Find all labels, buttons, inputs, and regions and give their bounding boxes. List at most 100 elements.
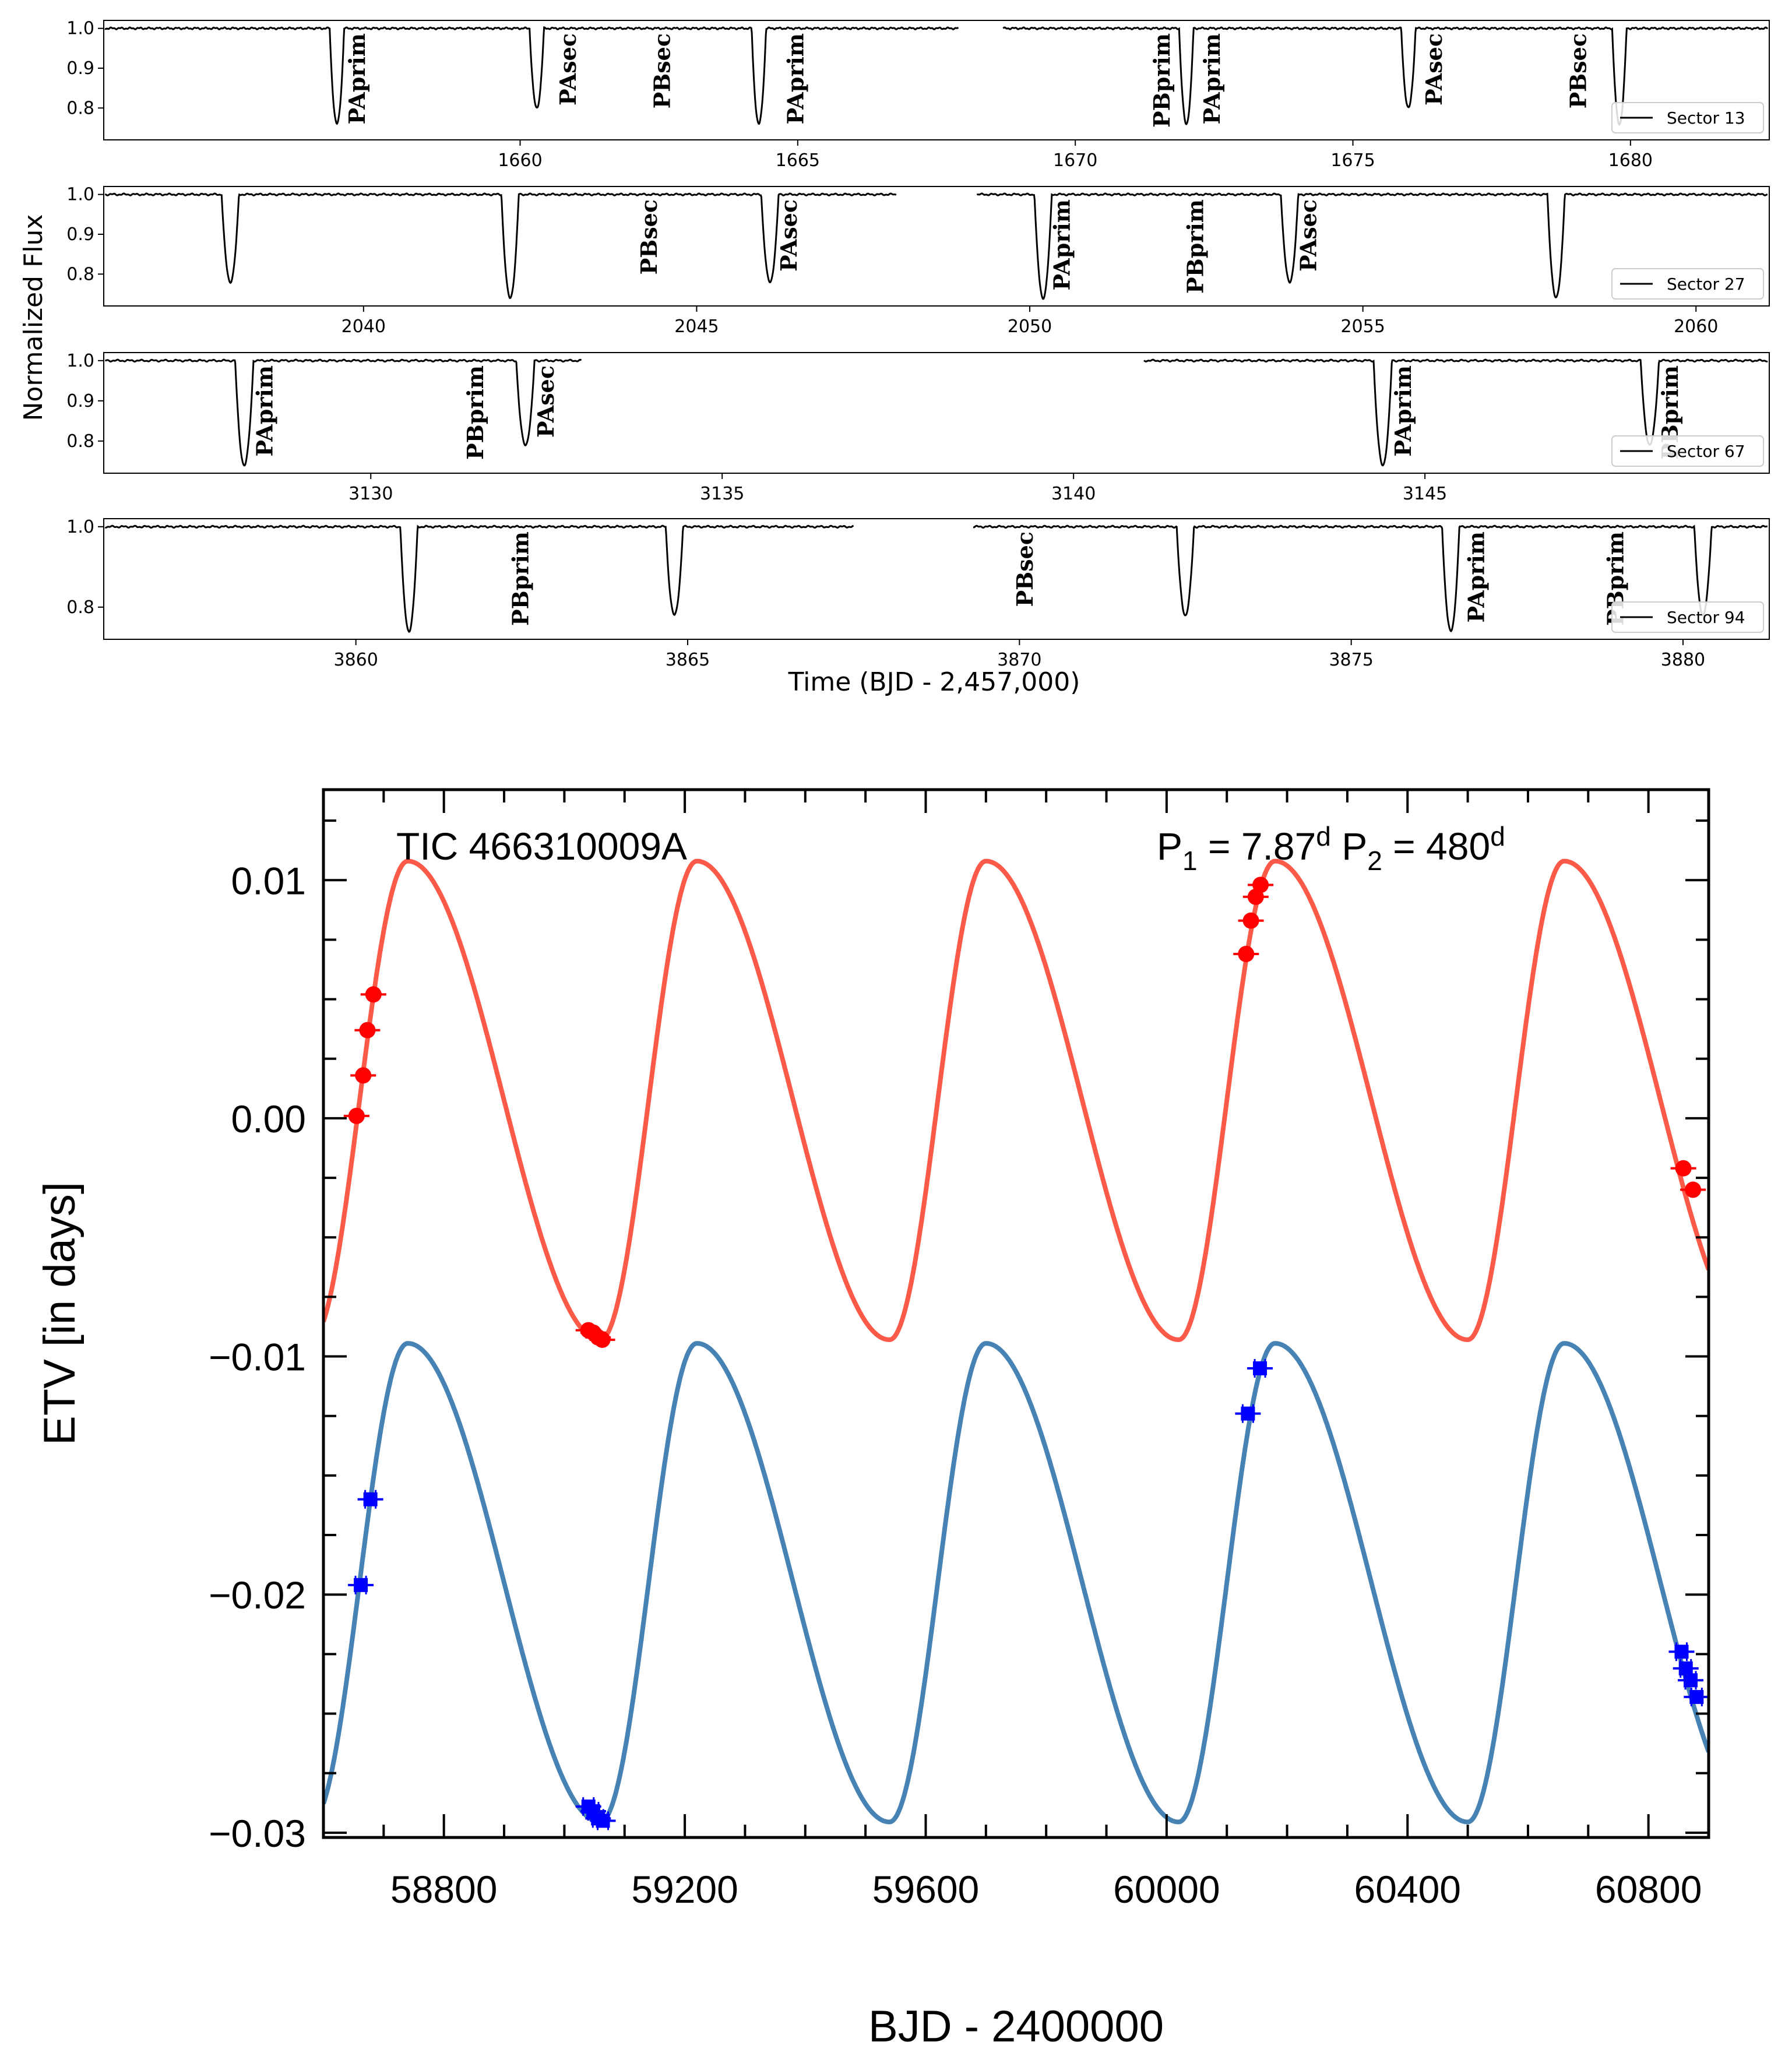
etv-x-tick-label: 60400 (1354, 1868, 1461, 1911)
eclipse-label: PAsec (776, 199, 802, 272)
top-y-axis-title: Normalized Flux (19, 214, 48, 421)
etv-y-axis-title: ETV [in days] (35, 1182, 85, 1445)
primary-model-curve (323, 858, 1709, 1342)
x-tick-label: 3880 (1661, 650, 1705, 670)
x-tick-label: 3140 (1051, 484, 1096, 504)
eclipse-label: PBsec (1012, 531, 1038, 607)
etv-x-tick-label: 60000 (1113, 1868, 1220, 1911)
flux-line (976, 192, 1768, 300)
period-label-part: 2 (1367, 846, 1382, 876)
eclipse-label: PAprim (1199, 33, 1225, 125)
primary-point (355, 1067, 372, 1084)
primary-point (1238, 945, 1255, 962)
eclipse-label: PBsec (649, 33, 675, 108)
primary-point (1675, 1160, 1692, 1177)
eclipse-label: PBprim (1182, 199, 1208, 294)
eclipse-label: PAsec (533, 365, 559, 438)
light-curve-panel: PAprim PAsec PBsec PAprim PBprim PAprim PAsec P… (66, 19, 1770, 171)
eclipse-label: PBprim (462, 365, 488, 460)
x-tick-label: 3145 (1403, 484, 1447, 504)
etv-x-tick-label: 59600 (872, 1868, 980, 1911)
top-x-axis-title: Time (BJD - 2,457,000) (788, 667, 1080, 697)
x-tick-label: 3130 (348, 484, 393, 504)
eclipse-label: PAprim (1049, 199, 1075, 291)
legend-box (1611, 268, 1764, 300)
eclipse-label: PAsec (555, 33, 581, 105)
etv-y-tick-label: −0.01 (209, 1336, 306, 1379)
y-tick-label: 0.8 (66, 98, 94, 118)
etv-x-tick-label: 60800 (1595, 1868, 1702, 1911)
x-tick-label: 3135 (700, 484, 744, 504)
primary-point (365, 986, 382, 1003)
x-tick-label: 1680 (1608, 150, 1653, 171)
y-tick-label: 1.0 (66, 351, 94, 371)
period-label-part: d (1316, 821, 1331, 851)
eclipse-label: PBsec (636, 199, 662, 274)
eclipse-label: PBprim (508, 531, 534, 626)
x-tick-label: 3860 (334, 650, 378, 670)
etv-y-tick-label: 0.00 (231, 1097, 306, 1140)
primary-point (348, 1107, 365, 1124)
period-label-part: P (1331, 825, 1367, 868)
etv-panel: 58800 59200 59600 60000 60400 60800 0.01 0.00 −0… (35, 788, 1710, 2051)
x-tick-label: 3865 (666, 650, 710, 670)
x-tick-label: 2050 (1008, 316, 1052, 337)
panel-frame (103, 186, 1770, 307)
flux-line (105, 358, 582, 467)
y-tick-label: 1.0 (66, 185, 94, 205)
x-tick-label: 2045 (674, 316, 719, 337)
flux-line (104, 192, 897, 300)
y-tick-label: 0.9 (66, 58, 94, 79)
x-tick-label: 1665 (776, 150, 820, 171)
eclipse-label: PAsec (1421, 33, 1447, 105)
y-tick-label: 0.9 (66, 391, 94, 411)
y-tick-label: 1.0 (66, 517, 94, 537)
x-tick-label: 2055 (1340, 316, 1385, 337)
legend-label: Sector 27 (1667, 274, 1745, 294)
y-tick-label: 1.0 (66, 19, 94, 39)
x-tick-label: 1660 (498, 150, 542, 171)
secondary-model-curve (323, 1341, 1709, 1825)
x-tick-label: 2040 (341, 316, 386, 337)
eclipse-label: PBsec (1565, 33, 1592, 108)
period-label-part: = 7.87 (1198, 825, 1316, 868)
etv-x-axis-title: BJD - 2400000 (868, 2002, 1164, 2051)
flux-line (1002, 26, 1768, 126)
eclipse-label: PAprim (782, 33, 808, 125)
eclipse-label: PAprim (1463, 531, 1489, 623)
legend-box (1611, 102, 1764, 133)
period-label-part: P (1157, 825, 1182, 868)
panel-frame (103, 20, 1770, 140)
y-tick-label: 0.8 (66, 431, 94, 452)
etv-y-tick-label: −0.02 (209, 1573, 306, 1617)
etv-y-tick-label: 0.01 (231, 859, 306, 902)
primary-point (1685, 1181, 1702, 1198)
x-tick-label: 1670 (1053, 150, 1097, 171)
eclipse-label: PAprim (1390, 365, 1416, 457)
eclipse-label: PBprim (1149, 33, 1175, 128)
primary-point (594, 1331, 611, 1348)
legend-label: Sector 13 (1667, 108, 1745, 128)
legend-box (1611, 601, 1764, 633)
light-curve-panel: PBsec PAsec PAprim PBprim PAsec 2040 2045 2050 2… (66, 185, 1770, 337)
x-tick-label: 3875 (1329, 650, 1373, 670)
legend-label: Sector 94 (1667, 608, 1745, 627)
x-tick-label: 3870 (997, 650, 1041, 670)
period-label-part: 1 (1182, 846, 1198, 876)
etv-target-label: TIC 466310009A (396, 825, 687, 868)
flux-line (104, 26, 959, 125)
primary-point (359, 1022, 376, 1038)
legend-box (1611, 435, 1764, 467)
etv-x-tick-label: 59200 (631, 1868, 738, 1911)
primary-point (1242, 912, 1259, 929)
period-label-part: d (1490, 821, 1505, 851)
etv-frame (322, 788, 1710, 1839)
light-curve-panels: PAprim PAsec PBsec PAprim PBprim PAprim PAsec P… (66, 19, 1770, 670)
flux-line (973, 524, 1768, 632)
etv-period-label: P1 = 7.87d P2 = 480d (1157, 821, 1505, 876)
etv-y-tick-label: −0.03 (209, 1812, 306, 1855)
